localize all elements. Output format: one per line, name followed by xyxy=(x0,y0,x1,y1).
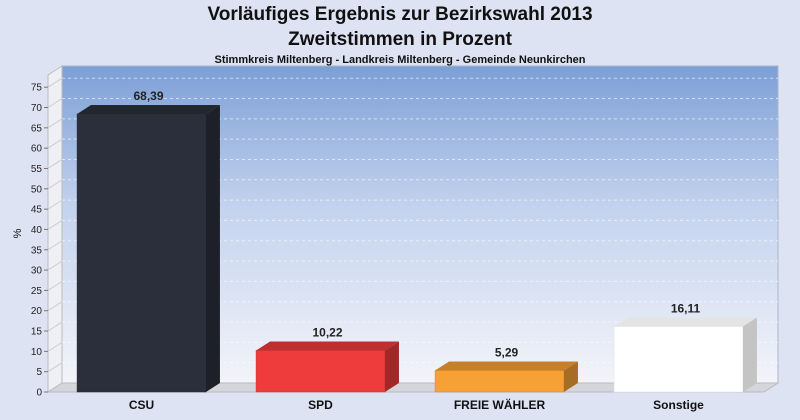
y-tick-label: 0 xyxy=(36,388,42,399)
bar-sonstige xyxy=(613,317,757,393)
bar-freie-w-hler xyxy=(434,361,578,393)
y-tick-label: 55 xyxy=(31,164,43,175)
y-tick-label: 20 xyxy=(31,306,43,317)
y-tick-label: 40 xyxy=(31,225,43,236)
chart-subtitle: Zweitstimmen in Prozent xyxy=(288,29,512,50)
data-label: 10,22 xyxy=(312,325,342,339)
x-tick-label: CSU xyxy=(129,398,154,412)
y-tick-label: 50 xyxy=(31,184,43,195)
bar-csu xyxy=(76,105,220,393)
y-tick-label: 45 xyxy=(31,205,43,216)
y-axis-label: % xyxy=(12,228,24,238)
x-tick-label: FREIE WÄHLER xyxy=(454,397,546,412)
y-tick-label: 15 xyxy=(31,327,43,338)
data-label: 68,39 xyxy=(133,89,163,103)
chart-title: Vorläufiges Ergebnis zur Bezirkswahl 201… xyxy=(207,4,593,25)
y-tick-label: 75 xyxy=(31,83,43,94)
data-label: 16,11 xyxy=(671,302,701,316)
x-tick-label: SPD xyxy=(308,398,333,412)
y-tick-label: 5 xyxy=(36,367,42,378)
y-tick-label: 60 xyxy=(31,144,43,155)
x-tick-label: Sonstige xyxy=(653,398,704,412)
y-tick-label: 65 xyxy=(31,123,43,134)
bar-spd xyxy=(255,341,399,393)
y-tick-label: 10 xyxy=(31,347,43,358)
y-tick-label: 30 xyxy=(31,266,43,277)
data-label: 5,29 xyxy=(495,346,519,360)
y-tick-label: 25 xyxy=(31,286,43,297)
chart-caption: Stimmkreis Miltenberg - Landkreis Milten… xyxy=(214,54,586,66)
y-tick-label: 70 xyxy=(31,103,43,114)
y-tick-label: 35 xyxy=(31,245,43,256)
